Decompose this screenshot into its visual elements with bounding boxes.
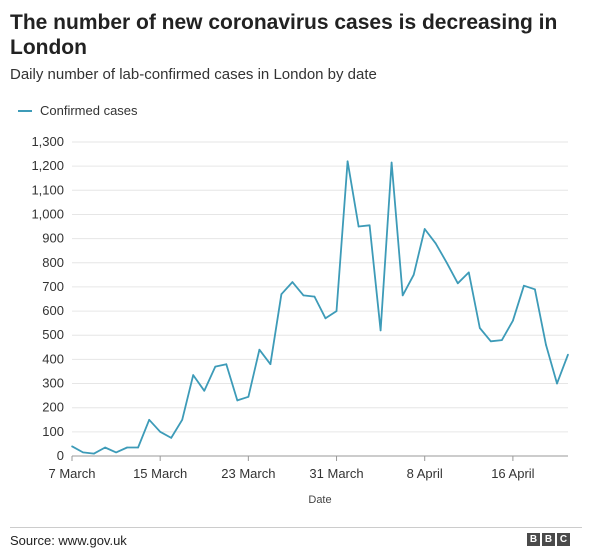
legend: Confirmed cases [18,103,138,118]
data-point [456,282,459,285]
data-point [104,446,106,449]
data-point [545,344,547,346]
y-tick-label: 600 [42,303,64,318]
data-point [170,437,172,439]
y-tick-label: 100 [42,424,64,439]
data-point [291,281,294,283]
x-tick-label: 15 March [133,466,187,481]
data-point [137,446,139,449]
source-note: Source: www.gov.uk [10,533,127,548]
data-point [412,274,415,276]
data-point [534,288,536,291]
data-point [501,339,503,341]
data-point [181,418,184,421]
data-point [115,451,117,454]
y-tick-label: 200 [42,400,64,415]
data-point [203,389,206,392]
data-point [313,295,316,298]
data-point [236,399,239,402]
y-tick-label: 900 [42,231,64,246]
x-tick-label: 7 March [49,466,96,481]
data-point [523,284,525,287]
data-point [556,382,558,385]
bbc-logo-letter: C [557,533,570,546]
data-point [225,363,228,366]
y-tick-label: 1,200 [31,158,64,173]
legend-label: Confirmed cases [40,103,138,118]
data-point [71,445,73,448]
y-tick-label: 400 [42,351,64,366]
data-point [126,446,128,449]
chart-subtitle: Daily number of lab-confirmed cases in L… [10,66,377,83]
data-point [445,261,448,264]
data-point [379,329,382,332]
y-tick-label: 1,300 [31,134,64,149]
data-point [512,319,514,322]
data-point [280,293,283,295]
x-tick-label: 23 March [221,466,275,481]
footer-divider [10,527,582,528]
x-axis-title: Date [308,494,331,506]
data-point [192,374,195,376]
data-point [346,160,349,163]
line-chart: 0 100 200 300 400 500 600 700 800 900 1,000 1,100 1,… [31,134,569,506]
legend-swatch [18,109,32,112]
bbc-logo-letter: B [542,533,555,546]
x-tick-label: 31 March [309,466,363,481]
data-point [401,294,404,297]
series-line-confirmed-cases [71,160,569,455]
data-point [302,294,305,297]
data-point [269,363,272,366]
y-tick-label: 1,000 [31,206,64,221]
bbc-logo-letter: B [527,533,540,546]
data-point [434,242,437,245]
data-point [214,365,217,368]
y-tick-label: 0 [57,448,64,463]
x-tick-label: 8 April [407,466,443,481]
data-point [93,452,95,455]
y-tick-label: 700 [42,279,64,294]
data-point [159,431,161,433]
chart-title: The number of new coronavirus cases is d… [10,11,558,59]
data-point [82,451,84,454]
data-point [468,271,470,274]
data-point [368,224,371,227]
data-point [357,225,360,228]
x-tick-label: 16 April [491,466,534,481]
data-point [258,348,261,351]
y-tick-label: 800 [42,255,64,270]
data-point [423,228,426,230]
data-point [324,317,327,320]
data-point [490,340,492,343]
data-point [479,327,481,329]
y-tick-label: 300 [42,376,64,391]
bbc-logo: B B C [527,533,570,546]
data-point [335,310,338,312]
y-tick-label: 500 [42,327,64,342]
y-tick-label: 1,100 [31,182,64,197]
data-point [567,353,569,356]
data-point [148,418,150,421]
data-point [247,396,250,398]
data-point [390,161,393,164]
